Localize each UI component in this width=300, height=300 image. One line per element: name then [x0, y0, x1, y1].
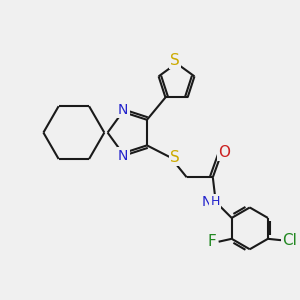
Text: N: N	[201, 195, 212, 209]
Text: H: H	[211, 196, 220, 208]
Text: N: N	[118, 103, 128, 117]
Text: O: O	[218, 145, 230, 160]
Text: S: S	[170, 150, 180, 165]
Text: Cl: Cl	[283, 233, 297, 248]
Text: S: S	[170, 53, 180, 68]
Text: N: N	[118, 148, 128, 163]
Text: F: F	[208, 234, 217, 249]
